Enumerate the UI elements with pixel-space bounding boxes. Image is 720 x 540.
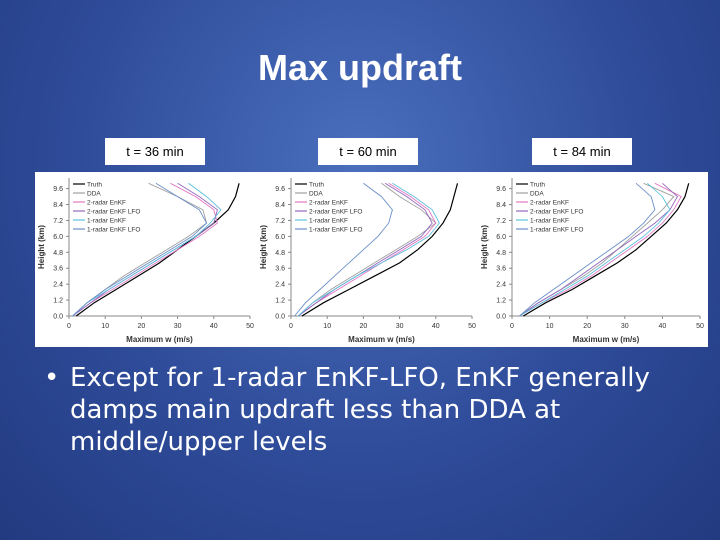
legend-label: Truth	[87, 182, 102, 189]
series-line	[522, 183, 690, 317]
chart-title-box	[105, 138, 205, 165]
legend-label: 2-radar EnKF	[530, 200, 569, 207]
x-tick-label: 20	[360, 323, 368, 330]
y-tick-label: 9.6	[275, 186, 285, 193]
series-line	[297, 182, 440, 317]
series-line	[519, 182, 678, 317]
series-line	[72, 182, 222, 317]
legend-label: Truth	[309, 182, 324, 189]
chart-title-box	[318, 138, 418, 165]
x-tick-label: 40	[432, 323, 440, 330]
y-tick-label: 4.8	[275, 250, 285, 257]
y-tick-label: 0.0	[53, 314, 63, 321]
series-line	[301, 183, 459, 317]
legend-label: 2-radar EnKF	[309, 200, 348, 207]
x-tick-label: 0	[510, 323, 514, 330]
chart-title-box	[532, 138, 632, 165]
x-tick-label: 0	[289, 323, 293, 330]
y-tick-label: 1.2	[275, 298, 285, 305]
series-line	[72, 182, 218, 317]
y-tick-label: 4.8	[496, 250, 506, 257]
y-tick-label: 3.6	[275, 266, 285, 273]
legend-label: 1-radar EnKF	[530, 218, 569, 225]
y-axis-label: Height (km)	[259, 225, 268, 269]
y-axis-label: Height (km)	[480, 225, 489, 269]
bullet-text: Except for 1-radar EnKF-LFO, EnKF genera…	[44, 362, 670, 458]
y-tick-label: 6.0	[496, 234, 506, 241]
y-tick-label: 2.4	[53, 282, 63, 289]
y-tick-label: 1.2	[496, 298, 506, 305]
y-tick-label: 4.8	[53, 250, 63, 257]
series-line	[519, 182, 656, 317]
legend-label: 1-radar EnKF LFO	[530, 227, 583, 234]
y-tick-label: 0.0	[496, 314, 506, 321]
y-tick-label: 0.0	[275, 314, 285, 321]
slide-title: Max updraft	[258, 47, 462, 88]
legend-label: 1-radar EnKF	[309, 218, 348, 225]
x-tick-label: 50	[468, 323, 476, 330]
y-tick-label: 9.6	[496, 186, 506, 193]
x-tick-label: 30	[621, 323, 629, 330]
x-tick-label: 0	[67, 323, 71, 330]
chart: t = 84 min 0.0 1.2 2.4 3.6 4.8 6.0 7.2 8.4 9.6 0 10…	[478, 138, 708, 347]
chart-title: t = 36 min	[126, 144, 183, 159]
series-line	[297, 182, 437, 317]
series-line	[72, 182, 208, 317]
x-tick-label: 30	[396, 323, 404, 330]
y-tick-label: 3.6	[53, 266, 63, 273]
x-tick-label: 20	[583, 323, 591, 330]
x-tick-label: 20	[138, 323, 146, 330]
x-tick-label: 30	[174, 323, 182, 330]
series-line	[519, 182, 682, 317]
legend-label: Truth	[530, 182, 545, 189]
chart-panel	[257, 172, 480, 347]
series-line	[294, 182, 393, 317]
x-tick-label: 50	[246, 323, 254, 330]
x-axis-label: Maximum w (m/s)	[348, 335, 415, 344]
y-tick-label: 7.2	[53, 218, 63, 225]
chart-panel	[35, 172, 258, 347]
chart-title: t = 84 min	[553, 144, 610, 159]
chart: t = 36 min 0.0 1.2 2.4 3.6 4.8 6.0 7.2 8.4 9.6 0 10…	[35, 138, 258, 347]
y-tick-label: 1.2	[53, 298, 63, 305]
y-tick-label: 3.6	[496, 266, 506, 273]
legend-label: 2-radar EnKF LFO	[530, 209, 583, 216]
y-tick-label: 8.4	[275, 202, 285, 209]
legend-label: 1-radar EnKF LFO	[309, 227, 362, 234]
y-tick-label: 9.6	[53, 186, 63, 193]
y-tick-label: 2.4	[275, 282, 285, 289]
legend-label: DDA	[530, 191, 544, 198]
legend-label: 1-radar EnKF	[87, 218, 126, 225]
y-tick-label: 2.4	[496, 282, 506, 289]
x-tick-label: 10	[546, 323, 554, 330]
legend-label: 2-radar EnKF	[87, 200, 126, 207]
series-line	[297, 182, 437, 317]
y-tick-label: 6.0	[53, 234, 63, 241]
y-tick-label: 6.0	[275, 234, 285, 241]
series-line	[297, 182, 433, 317]
legend-label: 2-radar EnKF LFO	[87, 209, 140, 216]
x-tick-label: 40	[659, 323, 667, 330]
chart-title: t = 60 min	[339, 144, 396, 159]
x-axis-label: Maximum w (m/s)	[126, 335, 193, 344]
legend-label: 2-radar EnKF LFO	[309, 209, 362, 216]
x-tick-label: 10	[101, 323, 109, 330]
y-tick-label: 8.4	[496, 202, 506, 209]
series-line	[519, 182, 671, 317]
legend-label: 1-radar EnKF LFO	[87, 227, 140, 234]
y-tick-label: 8.4	[53, 202, 63, 209]
x-tick-label: 10	[323, 323, 331, 330]
x-axis-label: Maximum w (m/s)	[573, 335, 640, 344]
legend-label: DDA	[309, 191, 323, 198]
chart: t = 60 min 0.0 1.2 2.4 3.6 4.8 6.0 7.2 8.4 9.6 0 10…	[257, 138, 480, 347]
x-tick-label: 50	[696, 323, 704, 330]
y-tick-label: 7.2	[496, 218, 506, 225]
legend-label: DDA	[87, 191, 101, 198]
x-tick-label: 40	[210, 323, 218, 330]
y-tick-label: 7.2	[275, 218, 285, 225]
y-axis-label: Height (km)	[37, 225, 46, 269]
